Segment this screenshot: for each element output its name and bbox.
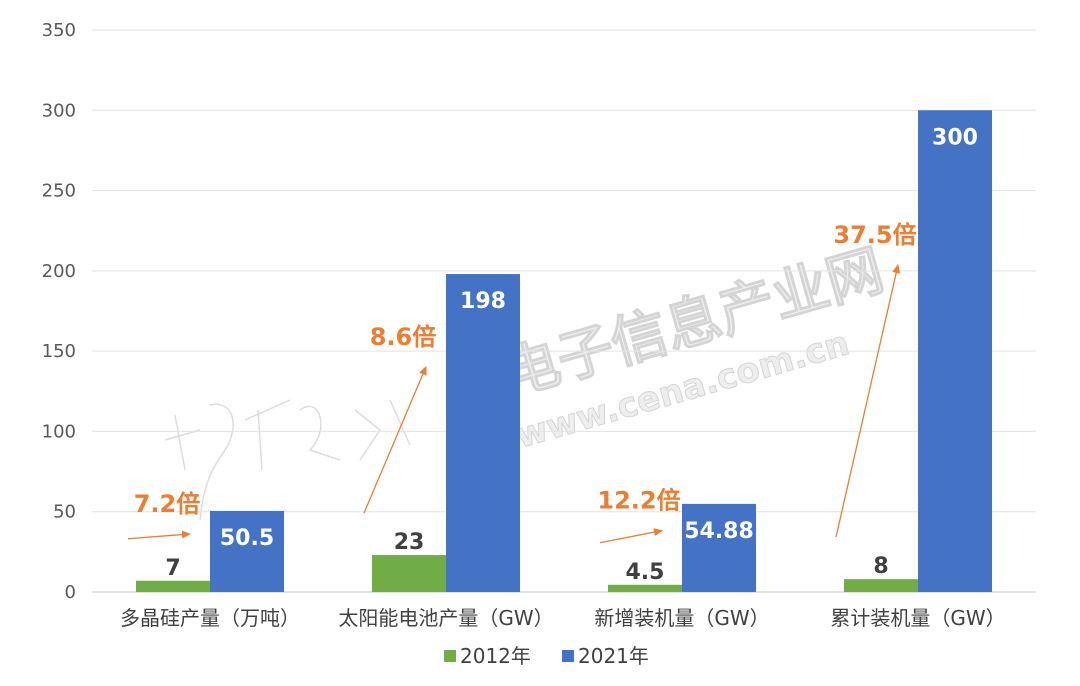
- data-label-2021: 54.88: [684, 519, 754, 544]
- y-tick-label: 150: [42, 341, 76, 362]
- growth-arrow: [835, 264, 901, 538]
- y-tick-label: 0: [65, 582, 76, 603]
- growth-multiplier: 7.2倍: [134, 490, 201, 518]
- bar-2021: [682, 503, 756, 592]
- bar-2021: [918, 110, 992, 593]
- bar-2012: [844, 579, 918, 592]
- growth-annotations: 7.2倍 8.6倍 12.2倍 37.5倍: [127, 221, 917, 544]
- data-label-2012: 7: [165, 556, 180, 581]
- watermark-logo-scribble: [164, 399, 411, 521]
- data-label-2021: 50.5: [220, 526, 274, 551]
- x-tick-label: 多晶硅产量（万吨）: [120, 606, 300, 630]
- data-label-2021: 198: [460, 289, 506, 314]
- bars: [136, 110, 992, 593]
- growth-arrow: [363, 365, 427, 514]
- x-tick-label: 太阳能电池产量（GW）: [338, 606, 553, 630]
- watermark: 电子信息产业网 www.cena.com.cn: [164, 237, 891, 521]
- y-tick-label: 200: [42, 261, 76, 282]
- growth-arrow: [127, 530, 191, 540]
- growth-arrow: [599, 528, 663, 544]
- data-labels: 7 50.5 23 198 4.5 54.88 8 300: [165, 125, 978, 584]
- y-tick-label: 300: [42, 100, 76, 121]
- legend-label: 2021年: [578, 644, 649, 668]
- bar-2012: [608, 584, 682, 592]
- legend-swatch: [562, 650, 574, 662]
- growth-multiplier: 37.5倍: [833, 221, 916, 249]
- data-label-2021: 300: [932, 125, 978, 150]
- y-tick-label: 100: [42, 421, 76, 442]
- bar-2021: [446, 274, 520, 592]
- x-tick-label: 新增装机量（GW）: [594, 606, 769, 630]
- gridlines: [92, 29, 1036, 593]
- data-label-2012: 23: [394, 530, 425, 555]
- y-axis: 0 50 100 150 200 250 300 350: [42, 20, 1036, 603]
- x-axis: 多晶硅产量（万吨） 太阳能电池产量（GW） 新增装机量（GW） 累计装机量（GW）: [120, 606, 1006, 630]
- data-label-2012: 8: [873, 554, 888, 579]
- bar-2021: [210, 510, 284, 592]
- y-tick-label: 250: [42, 181, 76, 202]
- legend: 2012年 2021年: [444, 644, 649, 668]
- legend-label: 2012年: [460, 644, 531, 668]
- bar-2012: [372, 555, 446, 592]
- y-tick-label: 50: [53, 502, 76, 523]
- data-label-2012: 4.5: [626, 560, 665, 585]
- y-tick-label: 350: [42, 20, 76, 41]
- growth-multiplier: 8.6倍: [370, 323, 437, 351]
- legend-swatch: [444, 650, 456, 662]
- x-tick-label: 累计装机量（GW）: [830, 606, 1005, 630]
- bar-2012: [136, 580, 210, 592]
- growth-multiplier: 12.2倍: [597, 487, 680, 515]
